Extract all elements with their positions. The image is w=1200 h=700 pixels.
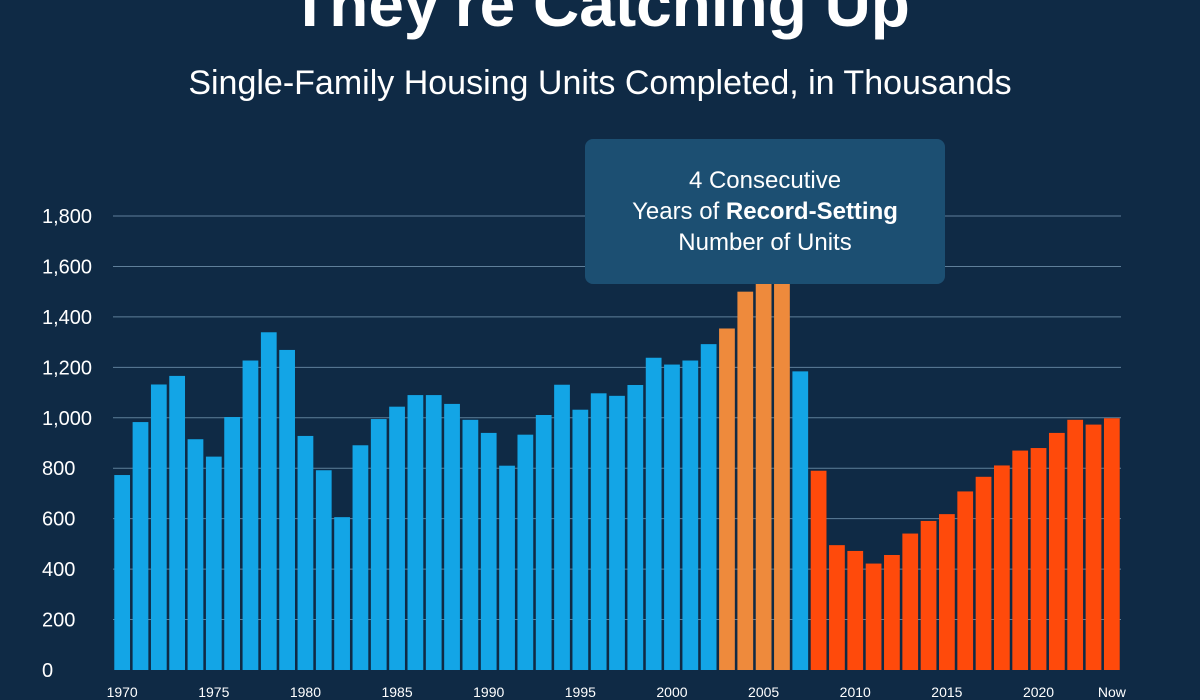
callout-line-2-text: Years of	[632, 198, 726, 225]
x-tick-label: 1990	[473, 684, 504, 700]
bar-1991	[499, 465, 515, 670]
x-tick-label: 2010	[840, 684, 871, 700]
y-tick-label: 1,600	[42, 256, 92, 278]
callout-line-3: Number of Units	[678, 229, 852, 256]
bar-1992	[517, 434, 534, 670]
bar-1986	[407, 395, 424, 670]
x-tick-label: 1980	[290, 684, 321, 700]
bar-1982	[334, 517, 350, 670]
bar-2008	[810, 470, 827, 670]
bar-2010	[847, 550, 864, 670]
y-tick-label: 200	[42, 610, 75, 632]
y-tick-label: 1,400	[42, 307, 92, 329]
bar-2020	[1030, 448, 1047, 670]
x-tick-label: 1985	[381, 684, 412, 700]
bar-1996	[590, 393, 607, 670]
callout-line-1: 4 Consecutive	[688, 167, 842, 194]
bar-1997	[609, 395, 625, 670]
x-axis-tick-labels: 1970 1975 1980 1985 1990 1995 2000 2005 2010 2015…	[107, 684, 1127, 700]
bar-1973	[169, 375, 186, 670]
y-tick-label: 1,000	[42, 408, 92, 430]
bar-2009	[829, 545, 845, 670]
bar-2018	[993, 465, 1010, 670]
bar-1999	[645, 357, 662, 670]
bar-2013	[902, 533, 919, 670]
chart-subtitle: Single-Family Housing Units Completed, i…	[188, 64, 1012, 102]
bar-1975	[205, 456, 222, 670]
x-tick-label: 1995	[565, 684, 596, 700]
page-title: They're Catching Up	[290, 0, 910, 40]
x-tick-label: 2000	[656, 684, 687, 700]
bar-2003	[719, 328, 735, 670]
bar-2000	[664, 364, 680, 670]
bar-1993	[535, 415, 552, 670]
x-tick-label: 1975	[198, 684, 229, 700]
bar-2022	[1067, 419, 1084, 670]
bar-2005	[755, 265, 772, 670]
y-tick-label: 1,200	[42, 357, 92, 379]
bar-2004	[737, 291, 754, 670]
bar-1989	[462, 419, 479, 670]
y-tick-label: 1,800	[42, 206, 92, 228]
bars	[114, 261, 1120, 670]
x-tick-label: 1970	[107, 684, 138, 700]
bar-1998	[627, 384, 644, 670]
bar-1984	[370, 419, 387, 670]
bar-2006	[774, 261, 790, 670]
bar-2011	[865, 563, 882, 670]
x-tick-label: 2015	[931, 684, 962, 700]
bar-1987	[425, 395, 442, 670]
bar-1988	[444, 403, 460, 670]
bar-1974	[187, 439, 204, 670]
bar-1971	[132, 422, 149, 670]
bar-2016	[957, 491, 974, 670]
bar-2017	[975, 476, 992, 670]
x-tick-label: 2005	[748, 684, 779, 700]
bar-1994	[554, 384, 570, 670]
bar-2012	[884, 554, 900, 670]
bar-2014	[920, 520, 937, 670]
callout-line-2-bold: Record-Setting	[725, 198, 898, 225]
record-setting-callout: 4 Consecutive Years of Record-Setting Nu…	[585, 139, 945, 284]
bar-1977	[242, 360, 259, 670]
bar-2001	[682, 360, 699, 670]
bar-1990	[480, 432, 497, 670]
bar-1972	[150, 384, 167, 670]
bar-1981	[315, 470, 332, 670]
y-tick-label: 800	[42, 458, 75, 480]
y-tick-label: 600	[42, 509, 75, 531]
bar-2021	[1048, 432, 1065, 670]
bar-1983	[352, 445, 369, 670]
bar-2023	[1085, 424, 1102, 670]
bar-2015	[939, 514, 955, 670]
y-tick-label: 400	[42, 559, 75, 581]
callout-line-2: Years of Record-Setting	[585, 196, 945, 227]
bar-1985	[389, 406, 405, 670]
bar-1980	[297, 435, 314, 670]
bar-1978	[260, 332, 277, 670]
x-tick-label: 2020	[1023, 684, 1054, 700]
bar-Now	[1103, 418, 1120, 670]
bar-2007	[792, 371, 809, 670]
y-tick-label: 0	[42, 660, 53, 682]
x-tick-label: Now	[1098, 684, 1127, 700]
bar-1976	[224, 417, 241, 670]
bar-1970	[114, 475, 131, 670]
bar-1979	[279, 349, 295, 670]
y-axis-tick-labels: 0 200 400 600 800 1,000 1,200 1,400 1,600 1,800	[42, 206, 92, 682]
bar-2002	[700, 344, 717, 670]
bar-2019	[1012, 450, 1029, 670]
bar-1995	[572, 409, 589, 670]
